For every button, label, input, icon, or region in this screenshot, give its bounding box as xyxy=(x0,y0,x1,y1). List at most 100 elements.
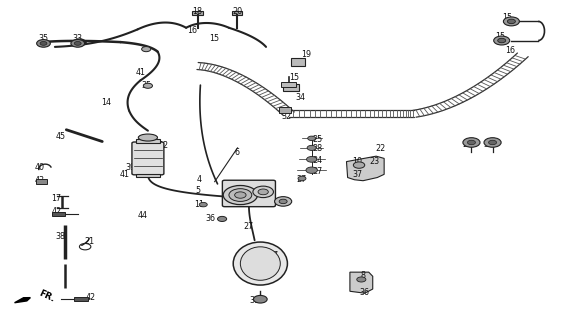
Ellipse shape xyxy=(233,242,287,285)
FancyBboxPatch shape xyxy=(223,180,276,207)
Text: 17: 17 xyxy=(51,194,62,204)
Circle shape xyxy=(488,140,496,145)
Circle shape xyxy=(144,83,153,88)
Text: 41: 41 xyxy=(120,170,130,179)
Circle shape xyxy=(308,136,316,140)
Bar xyxy=(74,297,88,301)
Text: 7: 7 xyxy=(241,259,246,268)
Circle shape xyxy=(217,216,227,221)
Circle shape xyxy=(298,176,306,181)
Circle shape xyxy=(223,186,257,204)
Text: 38: 38 xyxy=(55,232,66,241)
Bar xyxy=(232,11,242,15)
Circle shape xyxy=(494,36,510,45)
Bar xyxy=(279,107,291,113)
Text: 15: 15 xyxy=(209,35,220,44)
Circle shape xyxy=(253,295,267,303)
Circle shape xyxy=(142,47,151,52)
Text: 9: 9 xyxy=(281,199,285,208)
Text: 45: 45 xyxy=(55,132,66,140)
Circle shape xyxy=(253,186,273,197)
Text: 36: 36 xyxy=(360,288,370,297)
Polygon shape xyxy=(14,298,30,303)
Bar xyxy=(36,179,47,184)
Text: 23: 23 xyxy=(370,157,379,166)
Circle shape xyxy=(40,42,47,45)
Circle shape xyxy=(484,138,501,147)
Text: 39: 39 xyxy=(126,163,136,172)
Text: 42: 42 xyxy=(86,293,96,302)
Text: 12: 12 xyxy=(158,141,168,150)
Circle shape xyxy=(357,277,366,282)
Circle shape xyxy=(307,156,317,162)
Text: 3: 3 xyxy=(231,198,236,207)
Text: 18: 18 xyxy=(193,7,202,16)
Text: 33: 33 xyxy=(73,35,83,44)
Text: FR.: FR. xyxy=(37,289,55,304)
Text: 20: 20 xyxy=(232,7,243,16)
Circle shape xyxy=(467,140,475,145)
Text: 41: 41 xyxy=(136,68,145,77)
Text: 22: 22 xyxy=(375,144,386,153)
Circle shape xyxy=(258,189,268,195)
Text: 4: 4 xyxy=(197,175,202,184)
Text: 36: 36 xyxy=(206,214,216,223)
Text: 14: 14 xyxy=(101,98,112,107)
Text: 6: 6 xyxy=(235,148,240,156)
Circle shape xyxy=(503,17,519,26)
Text: 13: 13 xyxy=(285,84,296,92)
Bar xyxy=(52,212,65,216)
Circle shape xyxy=(37,40,50,47)
Ellipse shape xyxy=(240,247,280,280)
Circle shape xyxy=(279,199,287,204)
Circle shape xyxy=(71,40,85,47)
Circle shape xyxy=(235,192,246,198)
Text: 5: 5 xyxy=(195,186,200,195)
Polygon shape xyxy=(350,272,373,293)
Text: 43: 43 xyxy=(34,176,45,185)
Bar xyxy=(281,82,296,87)
Bar xyxy=(136,173,160,177)
Text: 28: 28 xyxy=(312,144,323,153)
Circle shape xyxy=(229,189,252,201)
Bar xyxy=(136,140,160,143)
Bar xyxy=(283,84,299,92)
Text: 19: 19 xyxy=(301,50,311,59)
Text: 40: 40 xyxy=(34,163,45,172)
Text: 27: 27 xyxy=(312,167,323,176)
Text: 25: 25 xyxy=(312,135,323,144)
Polygon shape xyxy=(347,156,384,181)
Circle shape xyxy=(353,162,365,168)
Text: 11: 11 xyxy=(194,200,204,209)
Circle shape xyxy=(463,138,480,147)
Text: 37: 37 xyxy=(352,170,363,179)
Text: 24: 24 xyxy=(312,156,323,165)
Text: 27: 27 xyxy=(297,175,307,184)
Text: 31: 31 xyxy=(249,296,260,305)
Bar xyxy=(192,11,203,15)
Text: 1: 1 xyxy=(231,185,236,194)
Text: 15: 15 xyxy=(502,13,513,22)
Text: 32: 32 xyxy=(281,113,291,122)
Bar xyxy=(291,58,305,66)
Text: 29: 29 xyxy=(462,140,472,149)
Circle shape xyxy=(74,42,81,45)
Circle shape xyxy=(306,167,317,173)
FancyBboxPatch shape xyxy=(132,142,164,175)
Text: 2: 2 xyxy=(231,192,236,201)
Text: 8: 8 xyxy=(360,271,366,280)
Ellipse shape xyxy=(138,134,157,141)
Circle shape xyxy=(307,145,316,150)
Circle shape xyxy=(275,197,292,206)
Text: 42: 42 xyxy=(51,207,62,216)
Text: 27: 27 xyxy=(268,251,279,260)
Text: 16: 16 xyxy=(505,45,515,55)
Text: 27: 27 xyxy=(244,222,254,231)
Text: 16: 16 xyxy=(187,27,197,36)
Text: 15: 15 xyxy=(495,32,505,41)
Circle shape xyxy=(507,19,515,24)
Text: 15: 15 xyxy=(289,73,300,82)
Text: 34: 34 xyxy=(295,93,305,102)
Circle shape xyxy=(498,38,506,43)
Text: 26: 26 xyxy=(268,261,279,270)
